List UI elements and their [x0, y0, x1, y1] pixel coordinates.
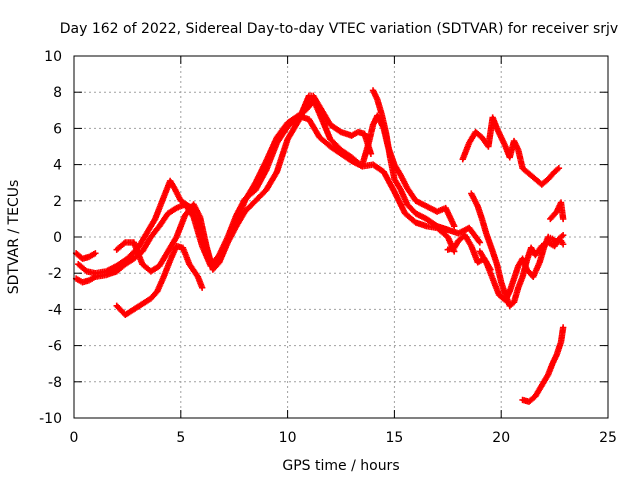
x-tick-label: 0 — [70, 430, 79, 446]
axis-ticks: -10 -8 -6 -4 -2 0 2 4 6 8 10 0 5 10 15 20 25 — [39, 49, 617, 446]
series-track-d — [113, 242, 206, 319]
x-tick-label: 10 — [279, 430, 297, 446]
chart-title: Day 162 of 2022, Sidereal Day-to-day VTE… — [60, 21, 618, 37]
data-point — [555, 165, 563, 172]
y-tick-label: -10 — [39, 411, 62, 427]
series-track-l — [519, 324, 567, 405]
y-tick-label: 0 — [53, 230, 62, 246]
grid-lines — [74, 56, 608, 418]
data-point — [559, 231, 567, 239]
data-point — [198, 284, 206, 291]
y-axis-label: SDTVAR / TECUs — [6, 180, 22, 295]
x-tick-label: 20 — [492, 430, 510, 446]
data-point — [92, 250, 99, 257]
series-track-k — [476, 233, 567, 304]
y-tick-label: 8 — [53, 85, 62, 101]
series-track-i — [459, 114, 563, 188]
data-point — [559, 241, 567, 248]
x-axis-label: GPS time / hours — [282, 458, 399, 474]
data-point-interp — [475, 237, 483, 245]
series-track-j — [468, 190, 567, 309]
data-point — [559, 215, 567, 223]
x-tick-label: 5 — [176, 430, 185, 446]
y-tick-label: 4 — [53, 158, 62, 174]
y-tick-label: 10 — [44, 49, 62, 65]
y-tick-label: 2 — [53, 194, 62, 210]
series-track-g — [369, 87, 484, 246]
series-track-m — [547, 199, 567, 223]
y-tick-label: -2 — [48, 266, 62, 282]
data-point — [367, 150, 375, 157]
data-point — [559, 324, 567, 331]
data-point — [476, 239, 484, 246]
y-tick-label: -4 — [48, 302, 62, 318]
x-tick-label: 25 — [599, 430, 617, 446]
y-tick-label: -8 — [48, 375, 62, 391]
y-tick-label: -6 — [48, 339, 62, 355]
data-point — [451, 222, 458, 230]
data-points — [72, 87, 567, 405]
y-tick-label: 6 — [53, 121, 62, 137]
x-tick-label: 15 — [385, 430, 403, 446]
plot-frame — [73, 55, 609, 419]
series-track-a — [72, 250, 99, 262]
